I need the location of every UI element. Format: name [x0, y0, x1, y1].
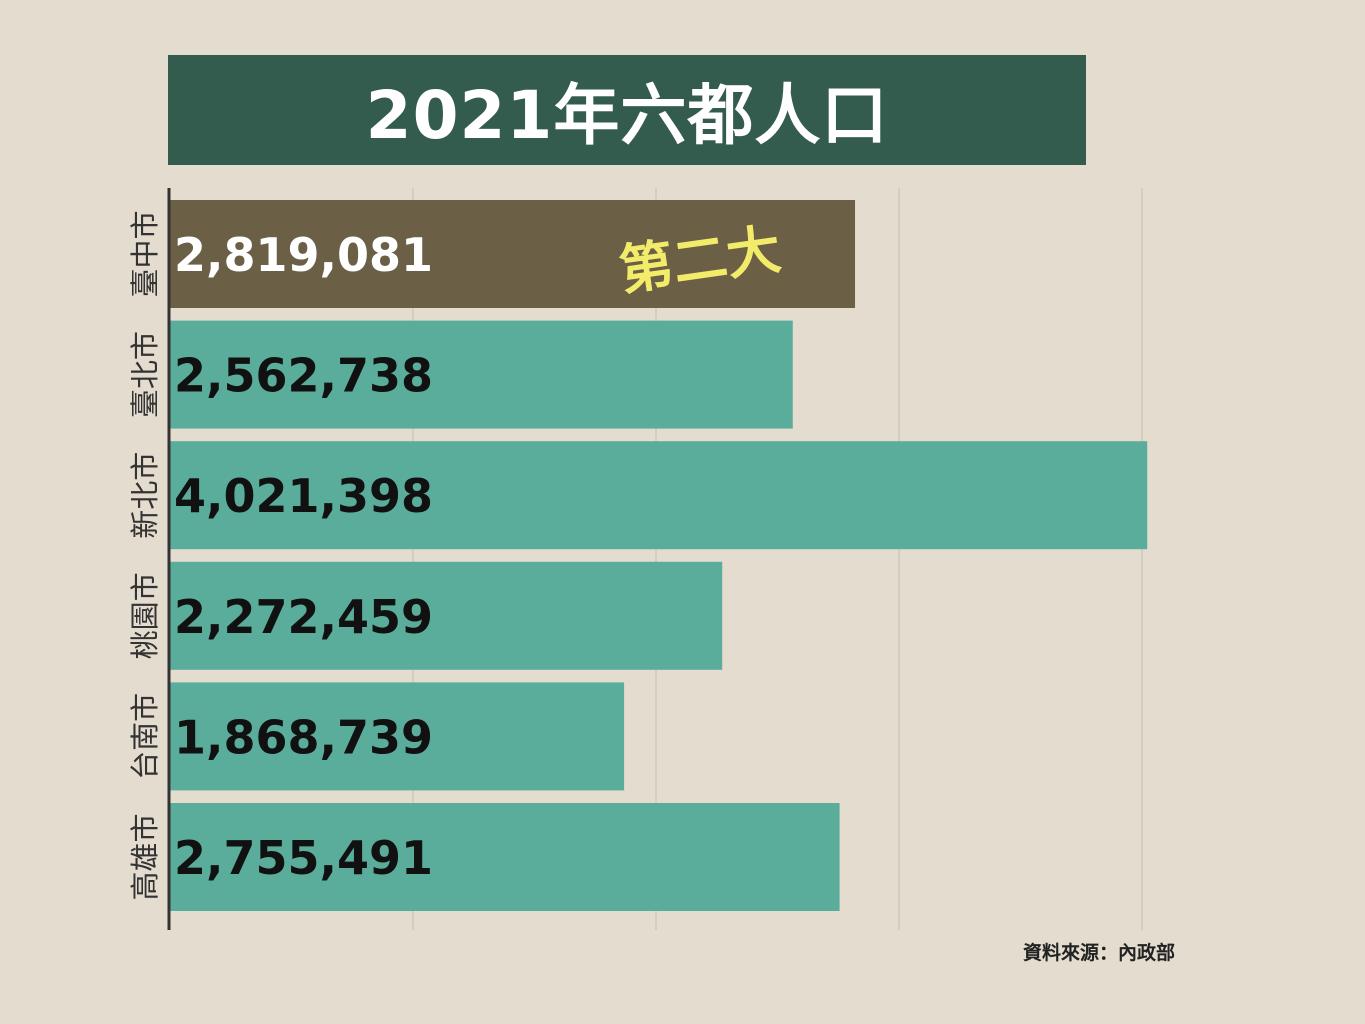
source-note: 資料來源：內政部: [1022, 942, 1175, 964]
category-label: 臺北市: [128, 331, 162, 418]
bar-value-label: 1,868,739: [174, 710, 433, 764]
category-label: 台南市: [128, 693, 162, 780]
bar-value-label: 2,272,459: [174, 590, 433, 644]
title-banner: 2021年六都人口: [168, 55, 1086, 165]
bar: [170, 682, 625, 791]
bar: [170, 561, 723, 670]
category-label: 高雄市: [128, 813, 162, 900]
category-label: 臺中市: [128, 210, 162, 297]
bar-value-label: 2,562,738: [174, 349, 433, 403]
bar-value-label: 2,755,491: [174, 831, 433, 885]
bar-value-label: 4,021,398: [174, 469, 433, 523]
bar-value-label: 2,819,081: [174, 228, 433, 282]
bar: [170, 803, 840, 911]
category-label: 桃園市: [128, 572, 162, 659]
category-label: 新北市: [128, 452, 162, 539]
bar: [170, 441, 1148, 550]
bar: [170, 200, 856, 308]
chart-title: 2021年六都人口: [365, 77, 889, 154]
bar: [170, 320, 793, 429]
